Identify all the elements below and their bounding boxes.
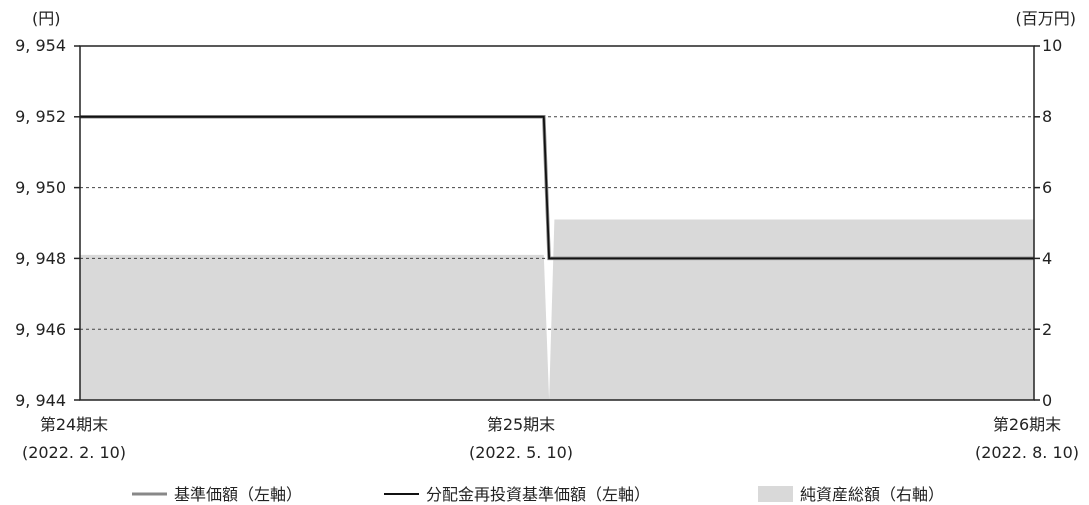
right-tick-label: 6 [1042,178,1052,197]
legend-swatch-net-assets [758,486,793,502]
x-tick-label: 第24期末 [40,415,108,434]
left-tick-label: 9, 946 [15,320,66,339]
x-tick-date: (2022. 2. 10) [22,443,126,462]
right-tick-label: 8 [1042,107,1052,126]
axis-layer [74,45,1040,401]
x-tick-label: 第26期末 [993,415,1061,434]
x-tick-date: (2022. 8. 10) [975,443,1079,462]
right-tick-label: 10 [1042,36,1062,55]
left-tick-label: 9, 944 [15,391,66,410]
left-tick-label: 9, 954 [15,36,66,55]
right-tick-label: 0 [1042,391,1052,410]
x-tick-date: (2022. 5. 10) [469,443,573,462]
right-tick-label: 4 [1042,249,1052,268]
left-tick-label: 9, 950 [15,178,66,197]
net-assets-area [80,219,1034,400]
plot-frame [79,45,1035,401]
right-tick-label: 2 [1042,320,1052,339]
left-tick-label: 9, 948 [15,249,66,268]
legend-label-reinvested-price: 分配金再投資基準価額（左軸） [426,485,650,504]
line-layer [80,115,1034,261]
x-tick-label: 第25期末 [487,415,555,434]
area-layer [80,219,1034,400]
legend: 基準価額（左軸） 分配金再投資基準価額（左軸） 純資産総額（右軸） [132,485,944,504]
left-tick-label: 9, 952 [15,107,66,126]
legend-label-base-price: 基準価額（左軸） [174,485,302,504]
right-axis-unit: (百万円) [1016,9,1077,28]
left-axis-unit: (円) [32,9,61,28]
reinvested-price-line [80,115,1034,260]
legend-label-net-assets: 純資産総額（右軸） [800,485,944,504]
